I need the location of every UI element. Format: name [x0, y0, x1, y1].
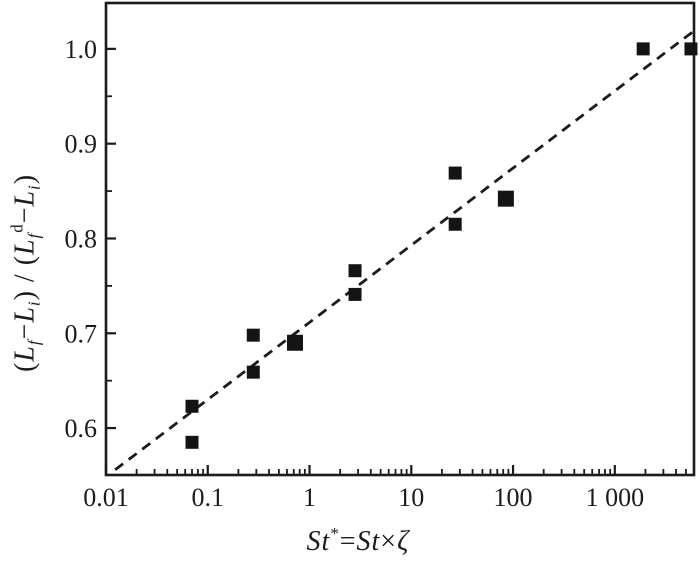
data-point	[497, 190, 514, 207]
data-point	[348, 264, 362, 278]
y-tick-label: 0.7	[65, 319, 98, 348]
x-tick-label: 1	[303, 483, 316, 512]
y-tick-label: 0.9	[65, 130, 98, 159]
data-point	[636, 42, 650, 56]
x-tick-label: 0.1	[192, 483, 225, 512]
axis-label-token: ×	[380, 525, 398, 557]
plot-frame	[104, 1, 696, 477]
axis-label-token: St	[356, 525, 381, 557]
data-point	[684, 42, 698, 56]
data-point	[246, 365, 260, 379]
axis-label-token: −	[9, 206, 41, 224]
axis-label-token: f	[24, 339, 44, 346]
axis-label-token: L	[9, 238, 41, 255]
data-point	[448, 217, 462, 231]
axis-label-token: i	[24, 300, 44, 307]
x-tick-label: 1 000	[586, 483, 645, 512]
axis-label-token: i	[24, 184, 44, 190]
axis-label-token: L	[9, 345, 41, 362]
axis-label-token: *	[330, 524, 340, 544]
data-point	[185, 399, 199, 413]
y-tick-label: 1.0	[65, 35, 98, 64]
axis-label-token: St	[306, 525, 331, 557]
trend-line	[114, 29, 695, 471]
axis-label-token: L	[9, 306, 41, 323]
axis-label-token: )	[9, 173, 41, 185]
data-point	[287, 334, 304, 351]
x-axis-label: St*=St×ζ	[307, 524, 410, 558]
axis-label-token: ) / (	[9, 254, 41, 301]
axis-label-token: (	[9, 361, 41, 373]
data-point	[185, 435, 199, 449]
x-tick-label: 10	[398, 483, 424, 512]
data-point	[348, 287, 362, 301]
axis-label-token: =	[339, 525, 357, 557]
y-tick-label: 0.6	[65, 414, 98, 443]
axis-label-token: L	[9, 189, 41, 207]
x-tick-label: 100	[494, 483, 533, 512]
y-tick-label: 0.8	[65, 224, 98, 253]
y-axis-label: (Lf−Li) / (Lfd−Li)	[8, 174, 45, 372]
data-point	[448, 166, 462, 180]
axis-label-token: f	[24, 232, 44, 239]
axis-label-token: ζ	[397, 525, 410, 557]
data-point	[246, 328, 260, 342]
x-tick-label: 0.01	[83, 483, 129, 512]
axis-label-token: d	[7, 223, 27, 233]
axis-label-token: −	[9, 322, 41, 340]
